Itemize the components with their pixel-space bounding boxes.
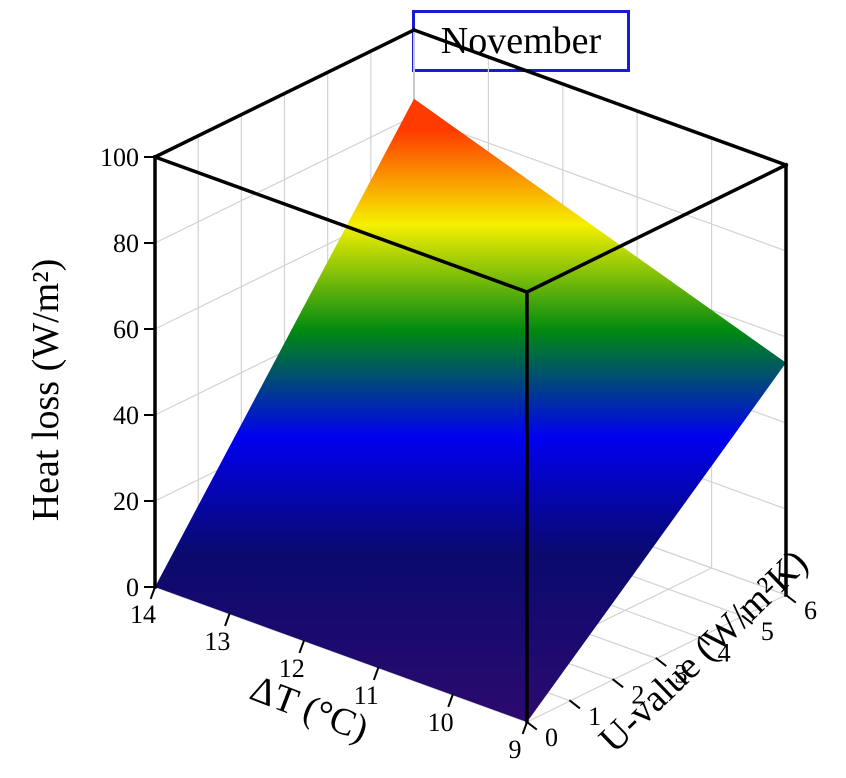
x-tick xyxy=(224,612,231,627)
x-tick xyxy=(447,693,454,708)
y-tick-label: 3 xyxy=(675,660,688,689)
z-tick-label: 0 xyxy=(126,573,139,602)
y-tick-label: 2 xyxy=(631,681,644,710)
y-tick xyxy=(784,593,797,604)
z-tick-label: 40 xyxy=(113,401,139,430)
chart-title: November xyxy=(440,20,602,62)
y-tick-label: 6 xyxy=(804,596,817,625)
y-tick xyxy=(741,614,754,625)
z-tick-label: 60 xyxy=(113,315,139,344)
y-tick-label: 4 xyxy=(718,638,731,667)
y-tick xyxy=(698,635,711,646)
x-tick xyxy=(521,720,529,735)
z-tick-label: 100 xyxy=(100,143,139,172)
x-tick xyxy=(372,666,380,681)
x-tick-label: 10 xyxy=(428,708,454,737)
y-tick-label: 0 xyxy=(545,723,558,752)
z-tick-label: 20 xyxy=(113,487,139,516)
y-tick xyxy=(611,678,624,689)
y-tick xyxy=(655,657,667,667)
frame-edge xyxy=(152,154,530,295)
z-tick-label: 80 xyxy=(113,229,139,258)
x-tick-label: 14 xyxy=(130,600,156,629)
x-tick-label: 11 xyxy=(354,681,379,710)
frame-edge xyxy=(152,27,417,160)
y-tick xyxy=(568,699,581,710)
frame-edge xyxy=(524,162,789,295)
heat-loss-surface xyxy=(155,98,786,723)
x-tick-label: 9 xyxy=(509,735,522,764)
x-tick xyxy=(298,639,306,654)
y-tick-label: 1 xyxy=(588,702,601,731)
gridline xyxy=(154,115,415,244)
frame-edge xyxy=(411,27,789,168)
y-tick xyxy=(525,720,538,731)
x-tick-label: 12 xyxy=(279,654,305,683)
x-tick-label: 13 xyxy=(204,627,230,656)
x-tick xyxy=(149,585,157,600)
y-tick-label: 5 xyxy=(761,617,774,646)
gridline xyxy=(413,115,787,252)
chart-title-box: November xyxy=(412,10,630,72)
z-axis-label: Heat loss (W/m²) xyxy=(25,259,67,522)
x-axis-label: ΔT (°C) xyxy=(245,667,374,750)
